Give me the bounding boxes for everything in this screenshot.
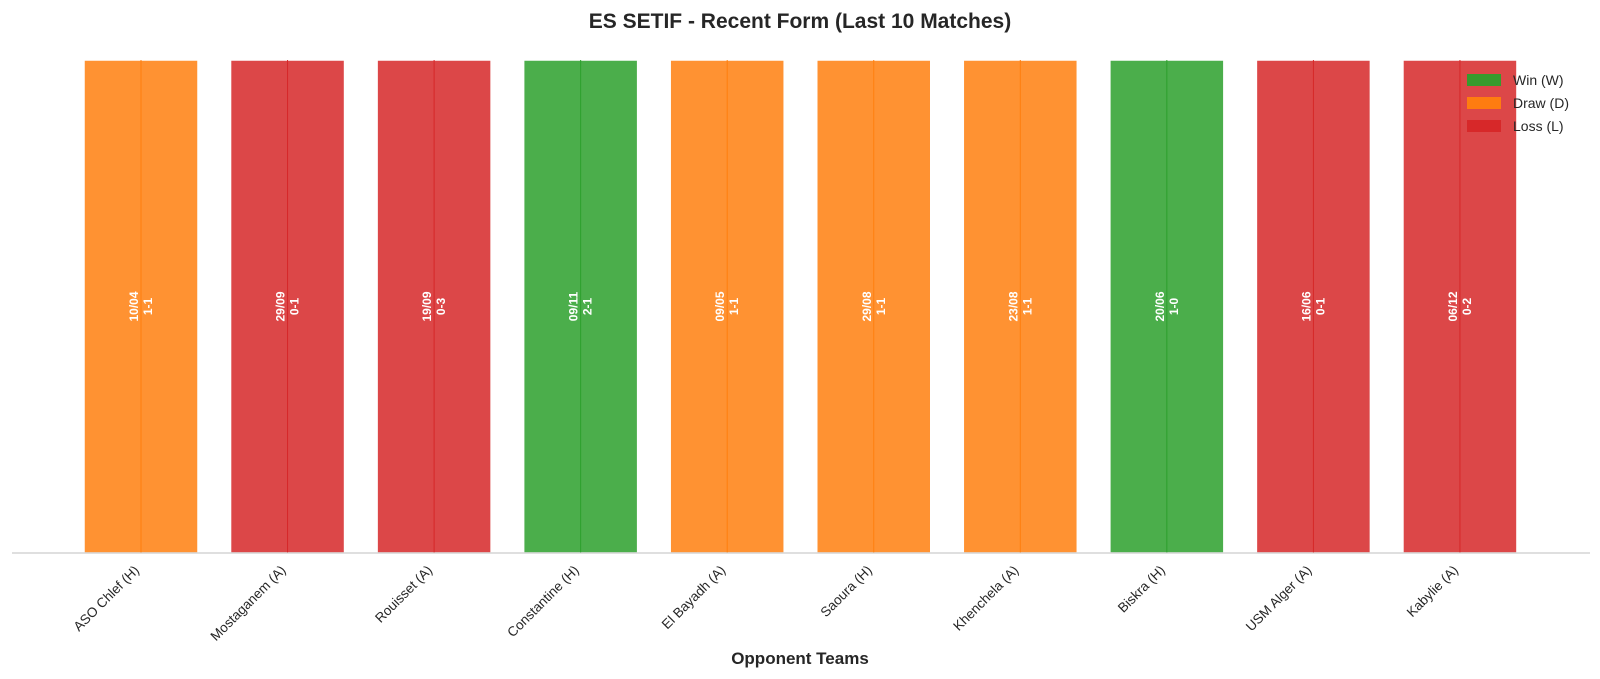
legend-swatch-w — [1467, 74, 1501, 86]
match-score: 1-1 — [141, 298, 155, 316]
x-tick-label-1: ASO Chlef (H) — [71, 563, 143, 635]
x-tick-label-3: Rouisset (A) — [372, 563, 435, 626]
bar-label-2: 29/090-1 — [274, 291, 302, 321]
match-date: 29/09 — [274, 291, 288, 321]
x-tick-label-8: Biskra (H) — [1115, 563, 1168, 616]
match-score: 0-1 — [288, 298, 302, 316]
legend-label-l: Loss (L) — [1513, 118, 1564, 134]
match-date: 10/04 — [127, 291, 141, 321]
match-score: 1-0 — [1167, 298, 1181, 316]
bar-label-7: 23/081-1 — [1006, 291, 1034, 321]
match-score: 2-1 — [581, 298, 595, 316]
bars-group: 10/041-1 29/090-1 19/090-3 09/112-1 09/051-1… — [83, 59, 1518, 554]
match-score: 0-3 — [434, 298, 448, 316]
bar-label-9: 16/060-1 — [1299, 291, 1327, 321]
bar-label-4: 09/112-1 — [567, 291, 595, 321]
match-score: 1-1 — [727, 298, 741, 316]
legend-swatch-l — [1467, 120, 1501, 132]
match-score: 0-1 — [1313, 298, 1327, 316]
match-score: 0-2 — [1460, 298, 1474, 316]
x-axis-label: Opponent Teams — [731, 649, 869, 668]
x-tick-label-2: Mostaganem (A) — [207, 563, 288, 644]
match-score: 1-1 — [874, 298, 888, 316]
match-date: 09/05 — [713, 291, 727, 321]
match-date: 23/08 — [1006, 291, 1020, 321]
legend-label-w: Win (W) — [1513, 72, 1564, 88]
match-score: 1-1 — [1020, 298, 1034, 316]
x-tick-label-7: Khenchela (A) — [950, 563, 1021, 634]
x-tick-label-4: Constantine (H) — [504, 563, 581, 640]
bar-label-8: 20/061-0 — [1153, 291, 1181, 321]
match-date: 19/09 — [420, 291, 434, 321]
x-tick-label-9: USM Alger (A) — [1243, 563, 1315, 635]
match-date: 06/12 — [1446, 291, 1460, 321]
bar-label-1: 10/041-1 — [127, 291, 155, 321]
legend-swatch-d — [1467, 97, 1501, 109]
x-tick-label-10: Kabylie (A) — [1404, 563, 1461, 620]
bar-label-6: 29/081-1 — [860, 291, 888, 321]
x-tick-label-5: El Bayadh (A) — [659, 563, 729, 633]
x-tick-labels: ASO Chlef (H) Mostaganem (A) Rouisset (A) C… — [71, 563, 1462, 644]
bar-label-3: 19/090-3 — [420, 291, 448, 321]
x-tick-label-6: Saoura (H) — [818, 563, 875, 620]
legend-label-d: Draw (D) — [1513, 95, 1569, 111]
match-date: 20/06 — [1153, 291, 1167, 321]
legend: Win (W) Draw (D) Loss (L) — [1467, 72, 1569, 134]
match-date: 16/06 — [1299, 291, 1313, 321]
chart-title: ES SETIF - Recent Form (Last 10 Matches) — [589, 10, 1011, 33]
match-date: 09/11 — [567, 291, 581, 321]
bar-label-5: 09/051-1 — [713, 291, 741, 321]
match-date: 29/08 — [860, 291, 874, 321]
bar-label-10: 06/120-2 — [1446, 291, 1474, 321]
